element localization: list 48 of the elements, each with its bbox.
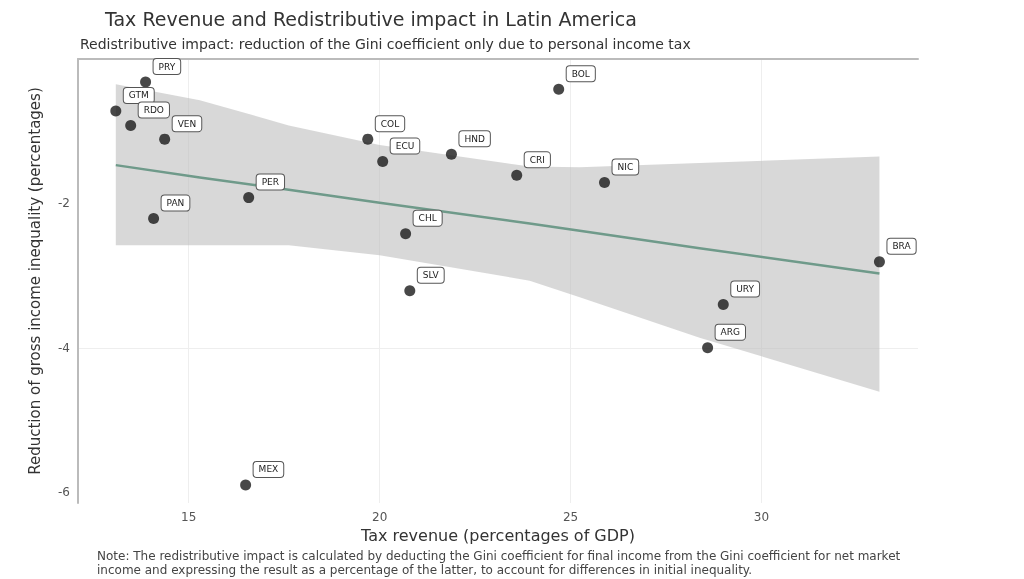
point [702, 342, 714, 354]
annotation: RDO [143, 104, 164, 115]
point [140, 76, 152, 88]
annotation: HND [464, 133, 485, 144]
chart-title: Tax Revenue and Redistributive impact in Latin America [104, 7, 637, 30]
point [362, 133, 374, 145]
annotation: GTM [128, 90, 149, 101]
x-tick-label: 20 [372, 510, 388, 524]
x-tick-label: 25 [562, 510, 579, 524]
point [110, 105, 122, 117]
annotation: BRA [892, 241, 912, 252]
point [717, 298, 729, 310]
y-tick-label: -2 [58, 196, 70, 211]
annotation: PRY [158, 61, 176, 72]
x-axis-title: Tax revenue (percentages of GDP) [360, 526, 635, 546]
annotation: CHL [418, 213, 437, 224]
annotation: PER [261, 177, 280, 188]
point [445, 148, 457, 160]
annotation: ARG [720, 327, 741, 338]
annotation: NIC [617, 161, 634, 172]
point [159, 133, 171, 145]
point [243, 192, 255, 204]
x-tick-label: 15 [181, 510, 197, 524]
y-tick-label: -4 [58, 340, 70, 355]
annotation: URY [736, 283, 755, 294]
annotation: COL [380, 118, 400, 129]
annotation: VEN [177, 118, 197, 129]
annotation: MEX [258, 464, 279, 475]
y-tick-label: -6 [58, 485, 70, 500]
annotation: SLV [422, 270, 440, 281]
point [377, 156, 389, 168]
point [404, 285, 416, 297]
annotation: ECU [395, 141, 415, 152]
point [599, 176, 611, 188]
point [240, 479, 252, 491]
x-tick-label: 30 [753, 510, 770, 524]
chart-subtitle: Redistributive impact: reduction of the Gini coefficient only due to personal income tax [80, 36, 691, 52]
text: Note: The redistributive impact is calculated by deducting the Gini coefficient for final income from the Gini coefficient for net market income and expressing the result as a percentage of the latter, to account for differences in initial inequality. [97, 549, 905, 577]
point [148, 213, 160, 225]
point [511, 169, 523, 181]
annotation: CRI [529, 154, 545, 165]
annotation: BOL [571, 68, 590, 79]
point [553, 83, 565, 95]
point [125, 119, 137, 131]
point [873, 256, 885, 268]
annotation: PAN [166, 198, 185, 209]
point [400, 228, 412, 240]
y-axis-title: Reduction of gross income inequality (percentages) [25, 87, 44, 475]
